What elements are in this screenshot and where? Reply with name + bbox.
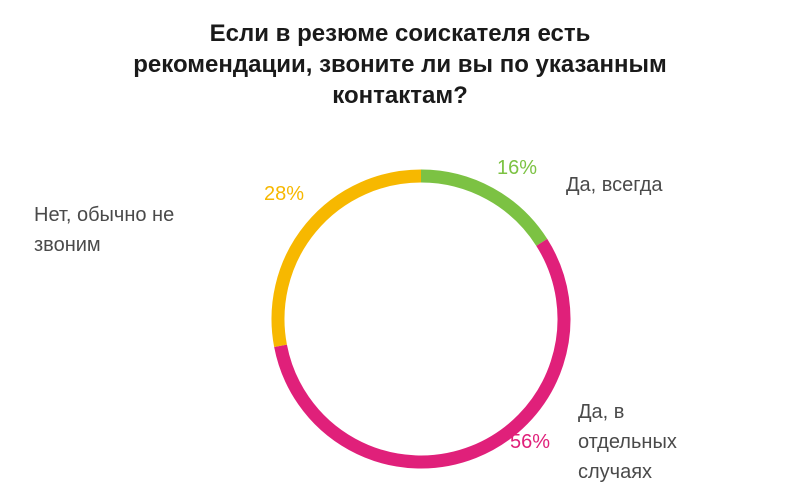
category-label-always: Да, всегда [566, 170, 663, 200]
category-label-never: Нет, обычно не звоним [34, 200, 174, 260]
chart-title-line-1: Если в резюме соискателя есть [209, 20, 591, 47]
category-label-always-line-1: Да, всегда [566, 174, 663, 196]
category-label-never-line-2: звоним [34, 234, 101, 256]
slice-sometimes [274, 238, 571, 469]
chart-title-line-2: рекомендации, звоните ли вы по указанным [133, 51, 667, 78]
chart-title-line-3: контактам? [332, 82, 468, 109]
value-label-always: 16% [497, 157, 538, 179]
category-label-sometimes-line-3: случаях [578, 461, 653, 483]
category-label-sometimes: Да, в отдельных случаях [578, 397, 677, 487]
slice-always [420, 169, 548, 246]
value-label-never: 28% [264, 183, 305, 205]
chart-title: Если в резюме соискателя есть рекомендац… [120, 18, 680, 111]
category-label-sometimes-line-1: Да, в [578, 401, 625, 423]
category-label-never-line-1: Нет, обычно не [34, 204, 175, 226]
value-label-sometimes: 56% [510, 431, 551, 453]
slice-never [271, 169, 422, 348]
category-label-sometimes-line-2: отдельных [578, 431, 677, 453]
